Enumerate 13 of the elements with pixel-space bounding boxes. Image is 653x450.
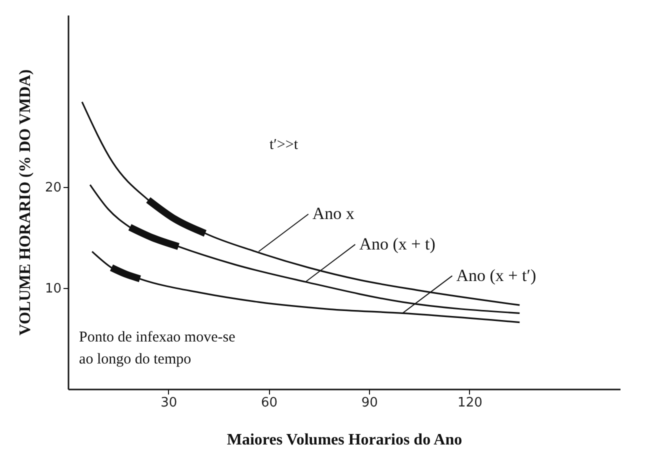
annotation: Ano x bbox=[312, 204, 355, 224]
x-axis-title: Maiores Volumes Horarios do Ano bbox=[226, 432, 462, 448]
x-tick-label: 30 bbox=[160, 396, 178, 410]
annotation: Ano (x + t′) bbox=[456, 266, 536, 285]
annotation: Ano (x + t) bbox=[359, 234, 436, 254]
annotation: t′>>t bbox=[269, 137, 299, 154]
y-tick-label: 20 bbox=[44, 180, 62, 196]
y-tick-label: 10 bbox=[44, 281, 62, 296]
y-axis-title: VOLUME HORARIO (% DO VMDA) bbox=[16, 69, 34, 336]
x-tick-label: 120 bbox=[458, 396, 482, 410]
annotation: Ponto de infexao move-se ao longo do tempo bbox=[79, 330, 236, 368]
x-tick-label: 90 bbox=[361, 396, 378, 410]
x-tick-label: 60 bbox=[260, 396, 278, 410]
